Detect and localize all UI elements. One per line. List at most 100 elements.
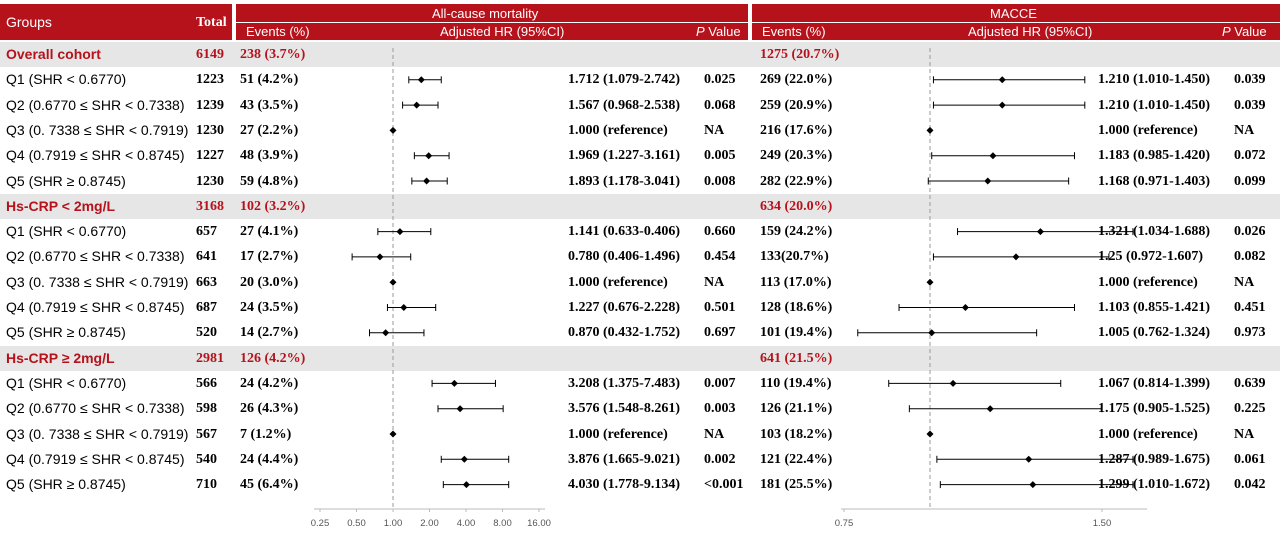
mortality-point-estimate: [450, 379, 458, 387]
mortality-point-estimate: [396, 228, 404, 236]
macce-point-estimate: [926, 126, 934, 134]
mortality-events: 20 (3.0%): [240, 274, 299, 290]
mortality-p-value: 0.008: [704, 173, 736, 189]
macce-hr-text: 1.000 (reference): [1098, 426, 1198, 442]
mortality-point-estimate: [460, 455, 468, 463]
row-total: 641: [196, 249, 217, 265]
mortality-hr-text: 1.000 (reference): [568, 426, 668, 442]
header-p-macce: P Value: [1222, 23, 1267, 40]
mortality-hr-text: 1.000 (reference): [568, 122, 668, 138]
mortality-events: 27 (4.1%): [240, 224, 299, 240]
row-label: Q4 (0.7919 ≤ SHR < 0.8745): [6, 299, 185, 315]
macce-point-estimate: [989, 152, 997, 160]
macce-events: 216 (17.6%): [760, 122, 833, 138]
macce-events: 159 (24.2%): [760, 224, 833, 240]
macce-p-value: 0.026: [1234, 224, 1266, 240]
row-total: 540: [196, 451, 217, 467]
mortality-hr-text: 0.870 (0.432-1.752): [568, 325, 680, 341]
mortality-hr-text: 0.780 (0.406-1.496): [568, 249, 680, 265]
section-mortality-events: 102 (3.2%): [240, 198, 306, 214]
macce-events: 282 (22.9%): [760, 173, 833, 189]
mortality-hr-text: 1.141 (0.633-0.406): [568, 224, 680, 240]
macce-events: 181 (25.5%): [760, 477, 833, 493]
macce-p-value: 0.451: [1234, 300, 1266, 315]
row-total: 1223: [196, 72, 224, 88]
section-band: [0, 193, 1280, 219]
macce-hr-text: 1.287 (0.989-1.675): [1098, 451, 1210, 467]
row-label: Q3 (0. 7338 ≤ SHR < 0.7919): [6, 273, 189, 290]
macce-p-value: 0.225: [1234, 401, 1266, 417]
macce-p-value: NA: [1234, 274, 1255, 290]
mortality-hr-text: 1.893 (1.178-3.041): [568, 173, 680, 189]
mortality-point-estimate: [389, 278, 397, 286]
mortality-point-estimate: [400, 304, 408, 311]
section-total: 2981: [196, 350, 224, 366]
mortality-x-tick-label: 1.00: [384, 518, 403, 529]
header-groups: Groups: [6, 14, 52, 31]
mortality-p-value: 0.501: [704, 300, 736, 315]
section-band: [0, 345, 1280, 371]
mortality-hr-text: 1.969 (1.227-3.161): [568, 148, 680, 164]
mortality-point-estimate: [376, 253, 384, 261]
mortality-events: 14 (2.7%): [240, 325, 299, 341]
mortality-p-value: 0.697: [704, 325, 736, 341]
mortality-events: 51 (4.2%): [240, 72, 299, 88]
header-p-value: Value: [1230, 24, 1267, 39]
mortality-events: 27 (2.2%): [240, 122, 299, 138]
row-total: 710: [196, 477, 217, 493]
macce-hr-text: 1.25 (0.972-1.607): [1098, 249, 1203, 265]
section-macce-events: 641 (21.5%): [760, 350, 833, 366]
macce-p-value: 0.042: [1234, 477, 1266, 493]
row-total: 1230: [196, 173, 224, 189]
row-total: 520: [196, 325, 217, 341]
mortality-point-estimate: [413, 101, 421, 109]
macce-point-estimate: [928, 329, 936, 337]
header-hr-macce: Adjusted HR (95%CI): [968, 23, 1093, 40]
mortality-hr-text: 1.000 (reference): [568, 274, 668, 290]
macce-point-estimate: [926, 430, 934, 438]
macce-hr-text: 1.175 (0.905-1.525): [1098, 401, 1210, 417]
macce-events: 113 (17.0%): [760, 274, 832, 290]
header-macce-title: MACCE: [990, 5, 1037, 22]
header-p-letter: P: [1222, 24, 1231, 39]
mortality-events: 59 (4.8%): [240, 173, 299, 189]
mortality-point-estimate: [423, 177, 431, 185]
mortality-p-value: 0.025: [704, 72, 736, 88]
mortality-p-value: <0.001: [704, 477, 744, 493]
row-label: Q2 (0.6770 ≤ SHR < 0.7338): [6, 96, 185, 113]
row-total: 566: [196, 375, 217, 391]
row-label: Q5 (SHR ≥ 0.8745): [6, 476, 126, 493]
macce-p-value: 0.072: [1234, 148, 1266, 164]
mortality-x-tick-label: 2.00: [420, 518, 439, 529]
macce-p-value: 0.082: [1234, 249, 1266, 265]
macce-hr-text: 1.000 (reference): [1098, 274, 1198, 290]
row-total: 567: [196, 426, 217, 442]
macce-p-value: 0.639: [1234, 375, 1266, 391]
macce-point-estimate: [1012, 253, 1020, 261]
mortality-p-value: NA: [704, 122, 725, 138]
mortality-p-value: 0.003: [704, 401, 736, 417]
macce-hr-text: 1.321 (1.034-1.688): [1098, 224, 1210, 240]
macce-point-estimate: [998, 76, 1006, 84]
mortality-events: 24 (4.4%): [240, 451, 299, 467]
mortality-p-value: 0.454: [704, 249, 736, 265]
macce-events: 101 (19.4%): [760, 325, 833, 341]
macce-events: 103 (18.2%): [760, 426, 833, 442]
macce-point-estimate: [926, 278, 934, 286]
mortality-x-tick-label: 8.00: [493, 518, 512, 529]
macce-hr-text: 1.168 (0.971-1.403): [1098, 173, 1210, 189]
mortality-hr-text: 1.227 (0.676-2.228): [568, 300, 680, 315]
header-hr-mortality: Adjusted HR (95%CI): [440, 23, 565, 40]
macce-x-tick-label: 1.50: [1093, 518, 1112, 529]
header-events-mortality: Events (%): [246, 23, 310, 40]
macce-p-value: NA: [1234, 122, 1255, 138]
macce-events: 249 (20.3%): [760, 148, 833, 164]
mortality-events: 48 (3.9%): [240, 148, 299, 164]
macce-point-estimate: [998, 101, 1006, 109]
header-events-macce: Events (%): [762, 23, 826, 40]
mortality-events: 26 (4.3%): [240, 401, 299, 417]
macce-hr-text: 1.067 (0.814-1.399): [1098, 375, 1210, 391]
macce-hr-text: 1.210 (1.010-1.450): [1098, 97, 1210, 113]
mortality-p-value: 0.660: [704, 224, 736, 240]
